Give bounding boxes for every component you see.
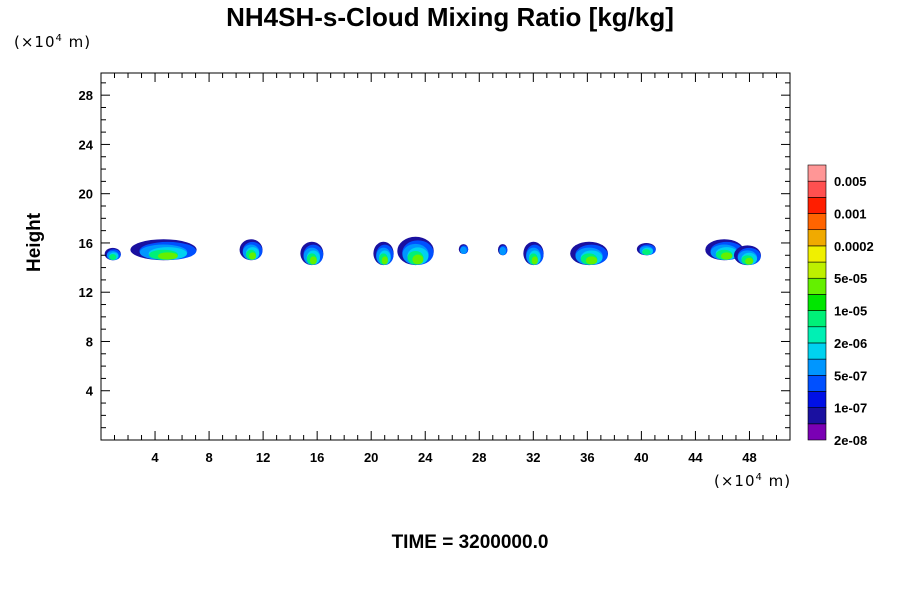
colorbar-label: 2e-08	[834, 433, 867, 448]
cloud-contour	[381, 256, 388, 265]
cloud-cell	[300, 241, 324, 266]
x-tick-label: 16	[310, 450, 324, 465]
cloud-cell	[239, 239, 263, 261]
plot-frame	[100, 72, 791, 441]
colorbar-label: 0.005	[834, 174, 867, 189]
x-tick-label: 4	[151, 450, 159, 465]
cloud-contour	[531, 256, 538, 265]
colorbar-swatch	[807, 310, 827, 328]
time-label: TIME = 3200000.0	[391, 532, 549, 553]
x-tick-label: 12	[256, 450, 270, 465]
x-tick-label: 8	[205, 450, 212, 465]
colorbar-swatch	[807, 423, 827, 441]
colorbar-swatch	[807, 342, 827, 360]
cloud-contour	[585, 256, 598, 265]
x-tick-label: 36	[580, 450, 594, 465]
colorbar-swatch	[807, 229, 827, 247]
cloud-contour	[499, 246, 507, 256]
y-axis-unit: (×104 m)	[14, 33, 92, 51]
chart-title: NH4SH-s-Cloud Mixing Ratio [kg/kg]	[226, 2, 674, 32]
cloud-cell	[458, 244, 469, 255]
x-tick-label: 32	[526, 450, 540, 465]
colorbar-swatch	[807, 294, 827, 311]
colorbar-swatch	[807, 245, 827, 263]
cloud-cell	[570, 241, 609, 266]
colorbar-swatch	[807, 261, 827, 279]
colorbar-label: 5e-07	[834, 368, 867, 383]
cloud-cell	[397, 236, 434, 266]
x-tick-label: 40	[634, 450, 648, 465]
cloud-cell	[130, 239, 197, 261]
colorbar-swatch	[807, 180, 827, 198]
y-tick-label: 24	[79, 137, 94, 152]
colorbar-swatch	[807, 277, 827, 295]
colorbar-swatch	[807, 407, 827, 425]
cloud-cell	[497, 244, 508, 256]
colorbar-swatch	[807, 213, 827, 231]
cloud-contour	[745, 257, 754, 265]
colorbar-label: 0.0002	[834, 239, 874, 254]
cloud-contour	[642, 249, 651, 256]
cloud-contour	[157, 252, 178, 260]
y-tick-label: 28	[79, 88, 93, 103]
y-tick-label: 4	[86, 384, 94, 399]
x-tick-label: 44	[688, 450, 703, 465]
colorbar-label: 5e-05	[834, 271, 867, 286]
colorbar-swatch	[807, 391, 827, 408]
x-tick-label: 28	[472, 450, 486, 465]
y-tick-label: 12	[79, 285, 93, 300]
colorbar-label: 2e-06	[834, 336, 867, 351]
cloud-contour	[249, 252, 256, 260]
x-tick-label: 48	[742, 450, 756, 465]
colorbar-label: 1e-05	[834, 304, 867, 319]
y-tick-label: 16	[79, 236, 93, 251]
cloud-cell	[373, 241, 394, 266]
colorbar-label: 1e-07	[834, 401, 867, 416]
colorbar-swatch	[807, 358, 827, 376]
colorbar-swatch	[807, 326, 827, 344]
x-tick-label: 24	[418, 450, 433, 465]
colorbar-swatch	[807, 197, 827, 214]
x-tick-label: 20	[364, 450, 378, 465]
cloud-contour	[412, 254, 424, 265]
cloud-cell	[733, 245, 761, 266]
cloud-cell	[104, 247, 121, 261]
y-tick-label: 8	[86, 334, 93, 349]
x-axis-unit: (×104 m)	[714, 472, 792, 490]
cloud-cell	[636, 242, 656, 256]
cloud-contour	[109, 254, 117, 260]
colorbar-swatch	[807, 164, 827, 182]
cloud-contour	[720, 252, 733, 260]
y-tick-label: 20	[79, 187, 93, 202]
cloud-cell	[523, 241, 544, 266]
colorbar-label: 0.001	[834, 207, 867, 222]
colorbar-swatch	[807, 374, 827, 392]
cloud-contour	[309, 256, 317, 265]
cloud-contour	[460, 246, 467, 254]
